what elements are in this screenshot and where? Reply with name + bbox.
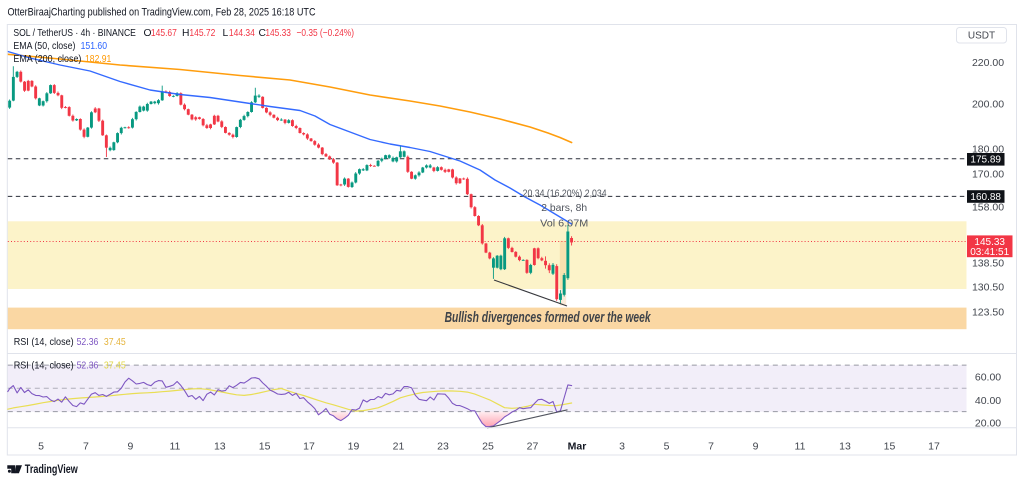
svg-text:5: 5 xyxy=(38,440,44,452)
svg-text:EMA (50, close)151.60: EMA (50, close) 151.60 xyxy=(13,41,107,52)
svg-text:Vol 6.07M: Vol 6.07M xyxy=(540,217,588,229)
svg-text:180.00: 180.00 xyxy=(972,144,1004,156)
svg-text:9: 9 xyxy=(127,440,133,452)
svg-text:5: 5 xyxy=(664,440,670,452)
svg-text:145.33: 145.33 xyxy=(974,237,1005,248)
svg-text:19: 19 xyxy=(348,440,360,452)
svg-text:7: 7 xyxy=(83,440,89,452)
svg-text:Mar: Mar xyxy=(568,440,587,452)
svg-text:138.50: 138.50 xyxy=(972,257,1004,269)
svg-text:15: 15 xyxy=(884,440,896,452)
svg-text:SOL / TetherUS · 4h · BINANCE: SOL / TetherUS · 4h · BINANCE O145.67 H1… xyxy=(13,28,354,39)
svg-text:21: 21 xyxy=(393,440,405,452)
svg-text:130.50: 130.50 xyxy=(972,281,1004,293)
svg-text:2 bars, 8h: 2 bars, 8h xyxy=(541,202,587,214)
svg-text:158.00: 158.00 xyxy=(972,201,1004,213)
svg-text:175.89: 175.89 xyxy=(970,155,1001,166)
svg-text:220.00: 220.00 xyxy=(972,57,1004,69)
svg-text:60.00: 60.00 xyxy=(975,372,1001,384)
svg-text:11: 11 xyxy=(169,440,180,452)
svg-text:200.00: 200.00 xyxy=(972,99,1004,111)
svg-text:11: 11 xyxy=(795,440,806,452)
svg-text:15: 15 xyxy=(259,440,271,452)
svg-text:20.34 (16.20%) 2,034: 20.34 (16.20%) 2,034 xyxy=(523,187,607,199)
svg-text:EMA (200, close)182.91: EMA (200, close) 182.91 xyxy=(13,54,111,65)
svg-text:25: 25 xyxy=(482,440,494,452)
svg-text:20.00: 20.00 xyxy=(975,417,1001,429)
svg-text:OtterBiraajCharting published: OtterBiraajCharting published on Trading… xyxy=(8,6,316,18)
svg-text:40.00: 40.00 xyxy=(975,395,1001,407)
svg-text:13: 13 xyxy=(839,440,851,452)
svg-text:7: 7 xyxy=(708,440,714,452)
svg-text:03:41:51: 03:41:51 xyxy=(970,247,1009,258)
svg-text:13: 13 xyxy=(214,440,226,452)
svg-text:27: 27 xyxy=(527,440,539,452)
svg-text:160.88: 160.88 xyxy=(970,192,1001,203)
svg-text:9: 9 xyxy=(753,440,759,452)
svg-text:23: 23 xyxy=(437,440,449,452)
svg-text:170.00: 170.00 xyxy=(972,168,1004,180)
svg-text:17: 17 xyxy=(303,440,315,452)
svg-text:3: 3 xyxy=(619,440,625,452)
svg-text:USDT: USDT xyxy=(968,31,995,42)
svg-text:17: 17 xyxy=(928,440,940,452)
svg-text:123.50: 123.50 xyxy=(972,306,1004,318)
svg-text:TradingView: TradingView xyxy=(25,462,78,476)
svg-text:Bullish divergences formed ove: Bullish divergences formed over the week xyxy=(445,310,652,326)
